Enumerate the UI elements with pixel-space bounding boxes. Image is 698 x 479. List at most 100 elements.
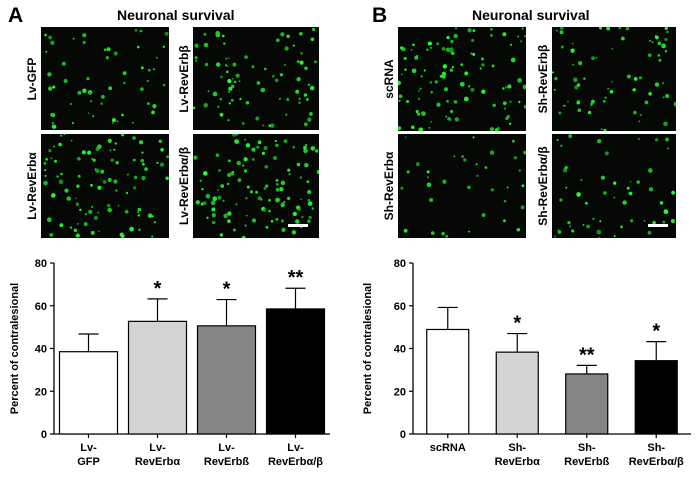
neuron-dot [219,233,224,237]
y-tick-label: 40 [394,344,406,356]
neuron-dot [212,91,218,97]
neuron-dot [618,27,622,30]
x-tick-label: Lv- [149,442,166,454]
significance-marker: * [652,321,660,343]
neuron-dot [43,180,48,186]
neuron-dot [105,56,109,60]
neuron-dot [220,75,223,79]
neuron-dot [434,80,438,84]
neuron-dot [403,228,408,233]
neuron-dot [221,34,225,38]
neuron-dot [400,186,404,190]
neuron-dot [568,134,573,139]
neuron-dot [117,204,120,207]
neuron-dot [235,73,240,78]
neuron-dot [140,158,145,163]
significance-marker: ** [288,267,304,289]
neuron-dot [429,46,432,49]
neuron-dot [278,97,281,100]
neuron-dot [423,69,426,72]
neuron-dot [571,229,575,233]
neuron-dot [73,228,78,232]
neuron-dot [603,191,607,195]
neuron-dot [115,189,118,192]
neuron-dot [110,158,114,162]
neuron-dot [103,48,107,52]
neuron-dot [417,112,421,116]
y-tick-label: 0 [41,429,47,441]
neuron-dot [251,147,256,152]
neuron-dot [475,163,478,166]
neuron-dot [227,211,232,216]
neuron-dot [44,169,47,172]
neuron-dot [245,197,248,200]
neuron-dot [314,60,317,64]
neuron-dot [518,100,521,104]
neuron-dot [225,70,229,74]
neuron-dot [661,82,665,85]
neuron-dot [470,87,475,92]
neuron-dot [268,198,271,202]
neuron-dot [299,60,304,65]
neuron-dot [132,121,134,124]
neuron-dot [484,166,488,169]
neuron-dot [406,170,410,174]
neuron-dot [663,209,669,215]
x-tick-label: Sh- [508,442,526,454]
neuron-dot [430,91,433,94]
neuron-dot [133,175,138,180]
neuron-dot [286,196,291,201]
neuron-dot [263,186,267,190]
neuron-dot [472,52,476,56]
neuron-dot [275,183,279,186]
neuron-dot [231,77,234,80]
neuron-dot [467,185,471,190]
neuron-dot [109,149,112,152]
neuron-dot [461,155,465,158]
neuron-dot [153,221,157,224]
neuron-dot [453,100,458,104]
y-tick-label: 20 [394,386,406,398]
neuron-dot [638,76,643,80]
neuron-dot [505,116,509,120]
neuron-dot [48,86,53,91]
neuron-dot [506,186,509,189]
neuron-dot [597,139,602,144]
neuron-dot [44,174,47,178]
neuron-dot [472,136,475,139]
neuron-dot [280,202,285,208]
neuron-dot [153,68,156,71]
cell-layer [552,27,676,131]
neuron-dot [460,63,464,67]
cell-layer [43,134,169,238]
neuron-dot [568,225,572,228]
neuron-dot [404,136,407,138]
neuron-dot [491,64,495,68]
neuron-dot [654,138,659,142]
neuron-dot [670,219,675,223]
neuron-dot [559,198,563,202]
neuron-dot [665,137,669,142]
bar [634,360,678,435]
neuron-dot [139,140,144,145]
neuron-dot [244,138,247,141]
neuron-dot [144,167,148,171]
neuron-dot [113,51,118,56]
neuron-dot [231,84,235,89]
neuron-dot [100,102,103,105]
neuron-dot [242,164,245,167]
neuron-dot [311,207,314,210]
neuron-dot [106,47,111,52]
neuron-dot [194,43,199,48]
neuron-dot [284,64,286,66]
neuron-dot [51,124,57,129]
neuron-dot [82,40,86,45]
neuron-dot [633,77,638,81]
neuron-dot [147,213,153,218]
neuron-dot [140,87,144,91]
neuron-dot [657,54,661,57]
neuron-dot [476,174,479,178]
neuron-dot [243,157,248,162]
neuron-dot [83,222,88,227]
neuron-dot [598,237,601,238]
